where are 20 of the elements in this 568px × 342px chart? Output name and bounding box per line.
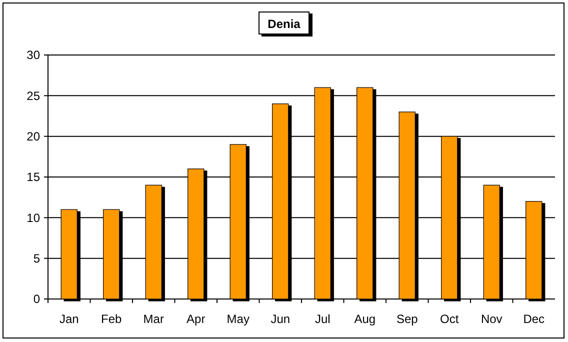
- y-tick-label: 0: [33, 292, 40, 306]
- y-tick-label: 20: [26, 130, 40, 144]
- y-tick-label: 30: [26, 48, 40, 62]
- x-tick-label: May: [226, 312, 250, 326]
- chart-title: Denia: [268, 17, 301, 31]
- y-tick-label: 10: [26, 210, 40, 225]
- x-tick-label: Apr: [186, 312, 206, 326]
- y-tick-label: 25: [26, 88, 40, 103]
- x-tick-label: Jul: [314, 312, 330, 326]
- x-tick-label: Jan: [59, 312, 79, 326]
- y-tick-label: 15: [26, 170, 40, 184]
- x-tick-label: Aug: [354, 312, 376, 326]
- x-tick-label: Mar: [143, 312, 164, 326]
- x-tick-label: Feb: [101, 312, 122, 326]
- x-tick-label: Sep: [396, 312, 418, 326]
- y-tick-label: 5: [33, 252, 40, 266]
- x-tick-label: Oct: [440, 312, 460, 326]
- x-tick-label: Dec: [523, 312, 545, 326]
- x-tick-label: Jun: [270, 312, 290, 326]
- x-tick-label: Nov: [480, 312, 502, 326]
